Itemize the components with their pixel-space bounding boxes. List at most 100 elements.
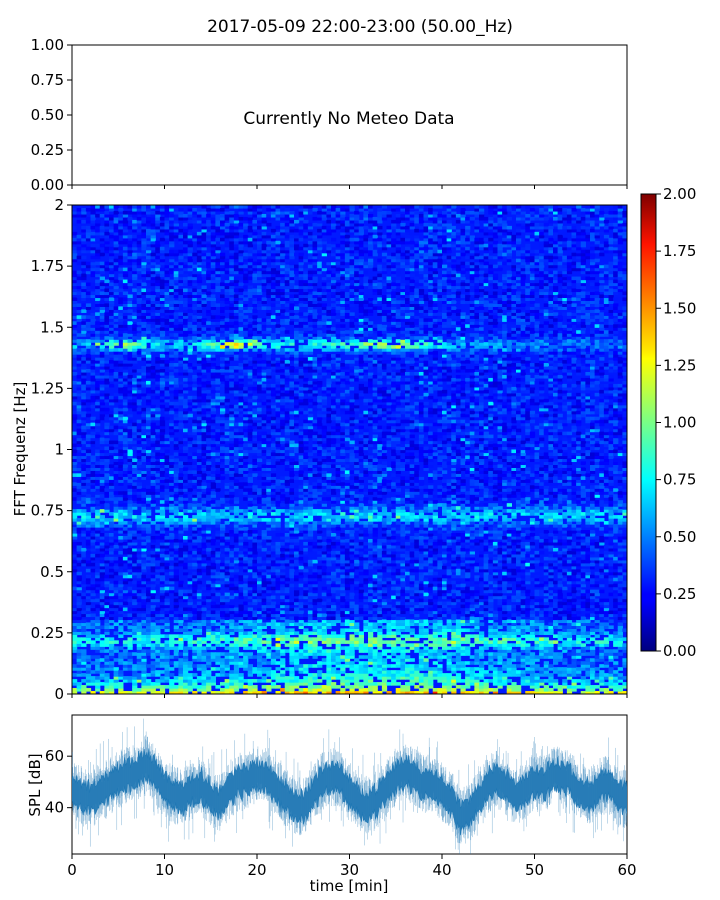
heatmap-cell xyxy=(159,619,166,624)
heatmap-cell xyxy=(127,234,133,239)
heatmap-cell xyxy=(146,315,152,319)
heatmap-cell xyxy=(109,512,115,516)
heatmap-cell xyxy=(132,273,138,278)
heatmap-cell xyxy=(252,205,258,209)
heatmap-cell xyxy=(164,315,170,319)
heatmap-cell xyxy=(72,667,78,671)
heatmap-cell xyxy=(164,535,170,540)
heatmap-cell xyxy=(183,228,189,233)
heatmap-cell xyxy=(155,649,161,653)
heatmap-cell xyxy=(76,285,82,290)
heatmap-cell xyxy=(173,380,179,385)
heatmap-cell xyxy=(206,610,212,615)
heatmap-cell xyxy=(118,431,124,436)
heatmap-cell xyxy=(104,231,110,236)
heatmap-cell xyxy=(113,398,119,403)
heatmap-cell xyxy=(146,503,152,507)
heatmap-cell xyxy=(99,371,105,376)
heatmap-cell xyxy=(113,348,119,352)
heatmap-cell xyxy=(104,497,110,501)
heatmap-cell xyxy=(159,532,166,537)
heatmap-cell xyxy=(72,216,78,221)
heatmap-cell xyxy=(136,243,142,248)
heatmap-cell xyxy=(201,592,207,597)
heatmap-cell xyxy=(104,625,110,629)
heatmap-cell xyxy=(113,503,119,507)
heatmap-cell xyxy=(113,416,119,421)
heatmap-cell xyxy=(252,273,258,278)
heatmap-cell xyxy=(164,413,170,418)
heatmap-cell xyxy=(132,494,138,498)
heatmap-cell xyxy=(104,219,110,224)
heatmap-cell xyxy=(159,228,166,233)
heatmap-cell xyxy=(141,494,147,498)
heatmap-cell xyxy=(72,288,78,293)
heatmap-cell xyxy=(173,568,179,573)
heatmap-cell xyxy=(109,306,115,310)
heatmap-cell xyxy=(99,368,105,373)
heatmap-cell xyxy=(76,544,82,549)
heatmap-cell xyxy=(173,237,179,242)
heatmap-cell xyxy=(118,550,124,555)
heatmap-cell xyxy=(178,413,184,418)
heatmap-cell xyxy=(72,559,78,564)
heatmap-cell xyxy=(164,461,170,466)
heatmap-cell xyxy=(118,634,124,638)
heatmap-cell xyxy=(164,497,170,501)
heatmap-cell xyxy=(173,512,179,516)
heatmap-cell xyxy=(113,324,119,328)
heatmap-cell xyxy=(159,643,166,647)
heatmap-cell xyxy=(113,225,119,230)
heatmap-cell xyxy=(104,398,110,403)
heatmap-cell xyxy=(164,443,170,448)
heatmap-cell xyxy=(90,321,96,325)
heatmap-cell xyxy=(220,589,226,594)
heatmap-cell xyxy=(118,225,124,230)
heatmap-cell xyxy=(150,294,156,299)
heatmap-cell xyxy=(136,634,142,638)
heatmap-cell xyxy=(72,535,78,540)
heatmap-cell xyxy=(146,222,152,227)
heatmap-cell xyxy=(90,273,96,278)
heatmap-cell xyxy=(192,640,198,644)
heatmap-cell xyxy=(85,473,92,477)
heatmap-cell xyxy=(95,541,101,546)
heatmap-cell xyxy=(192,604,198,609)
heatmap-cell xyxy=(127,619,133,624)
heatmap-cell xyxy=(146,219,152,224)
heatmap-cell xyxy=(118,330,124,334)
heatmap-cell xyxy=(150,422,156,427)
heatmap-cell xyxy=(247,330,253,334)
heatmap-cell xyxy=(141,333,147,337)
heatmap-cell xyxy=(132,538,138,543)
heatmap-cell xyxy=(127,652,133,656)
heatmap-cell xyxy=(132,303,138,307)
heatmap-cell xyxy=(132,252,138,257)
heatmap-cell xyxy=(113,205,119,209)
heatmap-cell xyxy=(85,550,92,555)
heatmap-cell xyxy=(206,380,212,385)
heatmap-cell xyxy=(132,398,138,403)
heatmap-cell xyxy=(178,518,184,522)
heatmap-cell xyxy=(146,363,152,367)
heatmap-cell xyxy=(178,488,184,492)
heatmap-cell xyxy=(150,464,156,468)
heatmap-cell xyxy=(224,342,230,346)
heatmap-cell xyxy=(159,586,166,591)
heatmap-cell xyxy=(155,580,161,585)
heatmap-cell xyxy=(85,434,92,439)
heatmap-cell xyxy=(150,667,156,671)
heatmap-cell xyxy=(150,452,156,457)
heatmap-cell xyxy=(210,652,216,656)
heatmap-cell xyxy=(146,598,152,603)
heatmap-cell xyxy=(169,506,175,510)
heatmap-cell xyxy=(164,661,170,665)
heatmap-cell xyxy=(146,500,152,504)
heatmap-cell xyxy=(118,556,124,561)
heatmap-cell xyxy=(150,601,156,606)
heatmap-cell xyxy=(118,428,124,433)
heatmap-cell xyxy=(109,643,115,647)
heatmap-cell xyxy=(150,410,156,415)
heatmap-cell xyxy=(127,655,133,659)
heatmap-cell xyxy=(178,240,184,245)
